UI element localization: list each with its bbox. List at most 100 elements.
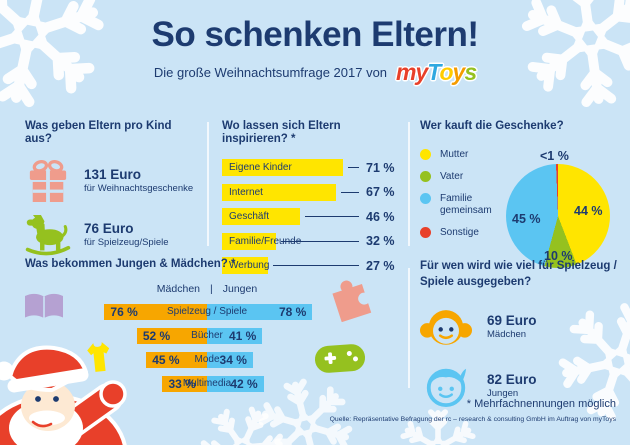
bar-row: Eigene Kinder 71 % [222,159,400,176]
bar-chart: Eigene Kinder 71 % Internet 67 % Geschäf… [222,159,400,274]
legend-item: Sonstige [420,227,506,239]
logo-letter: T [427,59,440,85]
logo-letter: y [415,59,428,85]
bar: Familie/Freunde [222,232,301,250]
logo-letter: o [439,59,453,85]
pie-slice-value: <1 % [540,149,569,163]
chart-title: Wer kauft die Geschenke? [420,120,564,132]
spend-item-text: 69 Euro Mädchen [487,313,537,340]
bar-girls: 45 % [146,352,207,368]
pie-wrap: 44 % 10 % 45 % <1 % [506,149,610,268]
snowflake-icon [200,405,285,445]
leader-line [272,265,359,266]
spend-caption: für Spielzeug/Spiele [84,237,169,248]
bar-label: Multimedia [182,378,232,389]
bar-label: Internet [229,186,263,198]
bar-value: 52 % [142,329,171,343]
legend-label: Sonstige [440,227,479,238]
bar-label: Werbung [229,260,270,271]
legend-dot [420,149,431,160]
spend-value: 76 Euro [84,221,134,236]
chart-title: Was bekommen Jungen & Mädchen? * [25,258,236,270]
bar-label: Familie/Freunde [229,235,302,247]
pie-slice-value: 45 % [512,212,541,226]
diverging-bar-chart: 76 % 78 % Spielzeug / Spiele 52 % 41 % B… [25,304,397,392]
bar-row: 33 % 42 % Multimedia [25,376,397,392]
page-subtitle: Die große Weihnachtsumfrage 2017 von [153,65,388,80]
bar-label: Bücher [191,330,223,341]
legend-label: Familie gemeinsam [440,193,492,216]
bar-label: Eigene Kinder [229,162,292,173]
bar-label: Geschäft [229,211,270,222]
mytoys-logo: myToys [396,59,477,85]
bar-value: 67 % [366,185,395,199]
pie-legend: Mutter Vater Familie gemeinsam Sonstige [420,147,506,268]
spend-item: 69 Euro Mädchen [420,303,620,349]
logo-letter: y [452,59,466,85]
bar-row: Internet 67 % [222,183,400,201]
rocking-horse-icon [25,212,71,257]
spend-item: 131 Euro für Weihnachtsgeschenke [25,158,200,203]
section-buyers-pie: Wer kauft die Geschenke? Mutter Vater Fa… [420,120,622,268]
leader-line [347,167,359,168]
bar: Eigene Kinder [222,159,343,176]
buyers-pie [506,164,610,268]
bar-label: Mode [194,354,220,365]
divider [408,122,410,246]
leader-line [281,240,359,242]
bar-value: 34 % [219,353,247,367]
legend-label: Vater [440,171,464,182]
page-title: So schenken Eltern! [151,15,479,54]
bar-row: Familie/Freunde 32 % [222,232,400,250]
bar-row: 52 % 41 % Bücher [25,328,397,344]
footnote: * Mehrfachnennungen möglich [466,398,616,410]
bar-value: 78 % [278,305,307,319]
section-title: Für wen wird wie viel für Spielzeug / Sp… [420,260,617,288]
bar-value: 71 % [366,160,395,175]
pie-chart: Mutter Vater Familie gemeinsam Sonstige … [420,147,622,268]
logo-letter: m [396,59,416,85]
bar: Werbung [222,257,270,274]
spend-item: 76 Euro für Spielzeug/Spiele [25,212,200,257]
boy-icon [420,362,472,408]
spend-item-text: 82 Euro Jungen [487,372,537,399]
divider [207,122,209,246]
section-title: Was geben Eltern pro Kind aus? [25,120,172,145]
bar-value: 27 % [366,258,395,273]
bar-girls: 52 % [136,328,207,344]
legend-dot [420,171,431,182]
bar-row: Werbung 27 % [222,257,400,274]
leader-line [340,191,359,193]
group-label-left: Mädchen [156,283,201,295]
chart-group-header: Mädchen | Jungen [25,283,397,296]
bar-value: 32 % [366,234,395,248]
section-gifts-by-gender: Was bekommen Jungen & Mädchen? * Mädchen… [25,258,397,400]
legend-item: Mutter [420,149,506,161]
spend-item-text: 76 Euro für Spielzeug/Spiele [84,221,169,248]
bar-value: 33 % [168,377,196,391]
spend-item: 82 Euro Jungen [420,362,620,408]
bar-row: Geschäft 46 % [222,208,400,225]
legend-item: Familie gemeinsam [420,193,506,217]
bar: Internet [222,183,336,201]
legend-item: Vater [420,171,506,183]
legend-dot [420,227,431,238]
legend-dot [420,193,431,204]
bar-value: 45 % [152,353,180,367]
spend-caption: Jungen [487,387,519,399]
bar-row: 76 % 78 % Spielzeug / Spiele [25,304,397,320]
bar-boys: 34 % [207,352,253,368]
logo-letter: s [464,59,477,85]
section-inspiration-chart: Wo lassen sich Eltern inspirieren? * Eig… [222,120,400,282]
gift-icon [25,158,71,203]
bar-row: 45 % 34 % Mode [25,352,397,368]
bar: Geschäft [222,208,301,225]
chart-title: Wo lassen sich Eltern inspirieren? * [222,120,341,145]
section-spend-per-child: Was geben Eltern pro Kind aus? 131 Euro … [25,120,200,257]
spend-value: 82 Euro [487,371,537,387]
source-note: Quelle: Repräsentative Befragung der rc … [329,416,616,423]
page-subtitle-row: Die große Weihnachtsumfrage 2017 von myT… [0,61,630,84]
bar-value: 76 % [110,305,138,319]
legend-label: Mutter [440,149,469,160]
bar-girls: 76 % [104,304,207,320]
